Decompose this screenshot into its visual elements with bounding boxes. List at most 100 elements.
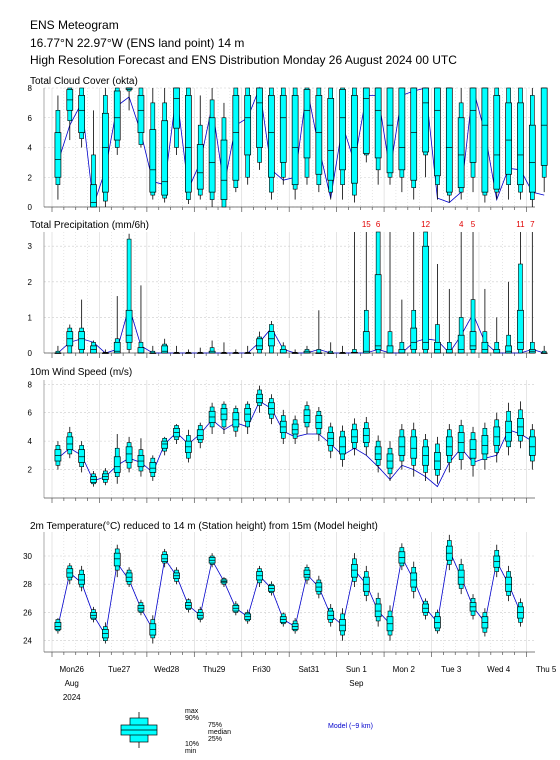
box-p25-p75	[220, 139, 228, 200]
box-p25-p75	[528, 436, 536, 456]
location-line: 16.77°N 22.97°W (ENS land point) 14 m	[30, 36, 245, 50]
box-p25-p75	[469, 331, 477, 350]
box-p25-p75	[457, 334, 465, 354]
box-p25-p75	[339, 436, 346, 455]
month-label-sep: Sep	[349, 679, 364, 688]
box-p25-p75	[268, 95, 275, 178]
y-tick-label: 1	[28, 313, 33, 322]
day-label: Tue27	[108, 665, 131, 674]
y-tick-label: 2	[28, 173, 33, 182]
panel-title: 2m Temperature(°C) reduced to 14 m (Stat…	[30, 521, 378, 532]
panel-title: Total Precipitation (mm/6h)	[30, 220, 149, 231]
box-p25-p75	[149, 462, 157, 473]
box-p25-p75	[351, 429, 358, 443]
y-tick-label: 24	[23, 637, 32, 646]
box-p25-p75	[291, 423, 299, 435]
box-p25-p75	[374, 274, 382, 350]
legend-median: median	[208, 729, 231, 736]
day-label: Tue 3	[441, 665, 462, 674]
box-p25-p75	[481, 435, 489, 455]
box-p25-p75	[398, 436, 406, 456]
meteogram-title: ENS Meteogram	[30, 18, 119, 32]
box-p25-p75	[410, 87, 418, 181]
box-p25-p75	[66, 436, 74, 451]
box-p25-p75	[434, 87, 441, 177]
box-p25-p75	[505, 420, 512, 442]
box-p25-p75	[161, 440, 169, 449]
box-p25-p75	[279, 349, 287, 354]
box-p25-p75	[315, 95, 323, 175]
box-p25-p75	[315, 415, 323, 429]
box-p25-p75	[505, 102, 512, 175]
box-p25-p75	[517, 309, 524, 350]
day-label: Sat31	[298, 665, 319, 674]
box-p25-p75	[493, 95, 501, 190]
day-label: Mon26	[59, 665, 84, 674]
overflow-label: 7	[530, 220, 535, 229]
day-label: Wed 4	[487, 665, 511, 674]
box-p25-p75	[469, 439, 477, 459]
legend-model: Model (~9 km)	[328, 723, 373, 730]
overflow-label: 12	[421, 220, 430, 229]
y-tick-label: 6	[28, 409, 33, 418]
box-p25-p75	[232, 95, 240, 181]
box-p25-p75	[398, 87, 406, 171]
box-p25-p75	[362, 331, 370, 354]
overflow-label: 11	[516, 220, 525, 229]
legend-p90: 90%	[185, 715, 199, 722]
box-p25-p75	[481, 341, 489, 354]
legend-max: max	[185, 708, 199, 715]
box-p25-p75	[256, 338, 263, 350]
box-p25-p75	[362, 87, 370, 154]
year-label: 2024	[63, 693, 81, 702]
y-tick-label: 28	[23, 580, 32, 589]
y-tick-label: 26	[23, 608, 32, 617]
box-p25-p75	[244, 408, 252, 422]
y-tick-label: 30	[23, 552, 32, 561]
box-p25-p75	[90, 184, 97, 208]
day-label: Thu 5	[536, 665, 557, 674]
box-p25-p75	[303, 409, 311, 424]
box-p25-p75	[78, 331, 85, 350]
box-p25-p75	[161, 345, 169, 354]
day-label: Mon 2	[393, 665, 416, 674]
month-label-aug: Aug	[65, 679, 79, 688]
panel-title: 10m Wind Speed (m/s)	[30, 367, 132, 378]
y-tick-label: 4	[28, 144, 33, 153]
box-p10-p90	[316, 349, 322, 354]
box-p25-p75	[113, 341, 121, 354]
box-p25-p75	[113, 552, 121, 567]
box-p25-p75	[457, 117, 465, 189]
box-p25-p75	[196, 429, 204, 441]
overflow-label: 6	[376, 220, 381, 229]
box-p25-p75	[185, 95, 192, 193]
box-p25-p75	[78, 449, 85, 463]
y-tick-label: 2	[28, 466, 33, 475]
box-p25-p75	[493, 349, 501, 354]
forecast-line: High Resolution Forecast and ENS Distrib…	[30, 53, 457, 67]
box-p25-p75	[303, 89, 311, 159]
box-p25-p75	[327, 98, 335, 181]
box-p10-p90	[518, 263, 523, 354]
box-p25-p75	[54, 132, 62, 178]
box-p25-p75	[528, 124, 536, 193]
box-p25-p75	[386, 345, 394, 354]
box-p25-p75	[102, 112, 109, 193]
y-tick-label: 4	[28, 437, 33, 446]
box-p25-p75	[422, 245, 429, 350]
box-p25-p75	[173, 87, 180, 129]
box-p10-p90	[470, 299, 476, 354]
box-p25-p75	[291, 95, 299, 186]
box-p25-p75	[256, 87, 263, 148]
box-p25-p75	[374, 603, 382, 618]
box-p25-p75	[445, 87, 453, 193]
box-p25-p75	[125, 309, 133, 343]
y-tick-label: 0	[28, 203, 33, 212]
panel-title: Total Cloud Cover (okta)	[30, 76, 138, 87]
box-p25-p75	[113, 456, 121, 473]
hres-line	[57, 549, 521, 637]
box-p25-p75	[434, 341, 441, 354]
box-p25-p75	[125, 446, 133, 463]
box-p25-p75	[161, 120, 169, 196]
